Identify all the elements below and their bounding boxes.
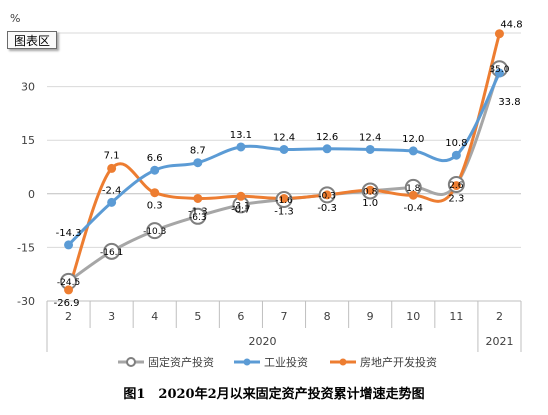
x-tick-label-10: 2 — [496, 310, 503, 323]
series-1-label-9: 10.8 — [445, 138, 467, 149]
x-tick-label-7: 9 — [367, 310, 374, 323]
series-1-point-9 — [451, 150, 461, 160]
series-1-point-0 — [64, 240, 74, 250]
series-0-label-8: 1.8 — [406, 184, 421, 194]
x-group-label-2021: 2021 — [485, 335, 513, 348]
series-2-label-5: -1.3 — [274, 206, 294, 217]
series-2-label-8: -0.4 — [404, 203, 424, 214]
series-2-label-6: -0.3 — [317, 203, 337, 214]
x-tick-label-5: 7 — [281, 310, 288, 323]
series-2-point-10 — [494, 29, 504, 39]
series-0-label-3: -6.3 — [189, 213, 207, 223]
y-tick-label-1: -15 — [17, 241, 35, 254]
x-tick-label-0: 2 — [65, 310, 72, 323]
x-tick-label-2: 4 — [151, 310, 158, 323]
series-2-label-10: 44.8 — [500, 20, 522, 31]
series-line-2 — [67, 33, 501, 291]
series-2-label-2: 0.3 — [147, 201, 163, 212]
series-1-label-6: 12.6 — [316, 132, 338, 143]
series-1-label-7: 12.4 — [359, 132, 381, 143]
series-1-label-5: 12.4 — [273, 132, 295, 143]
x-tick-label-4: 6 — [237, 310, 244, 323]
x-tick-label-3: 5 — [194, 310, 201, 323]
series-0-label-5: -1.6 — [275, 196, 293, 206]
series-1-point-4 — [236, 142, 246, 152]
y-axis-unit: % — [10, 12, 20, 25]
legend-label-1: 工业投资 — [264, 355, 308, 369]
series-0-label-0: -24.5 — [57, 278, 80, 288]
series-0-point-1 — [103, 242, 121, 260]
series-2-label-4: -0.7 — [231, 204, 251, 215]
legend-marker-0 — [126, 357, 136, 367]
series-2-point-8 — [408, 190, 418, 200]
x-tick-label-1: 3 — [108, 310, 115, 323]
series-1-point-3 — [193, 158, 203, 168]
series-0-label-9: 2.6 — [449, 181, 464, 191]
series-2-label-9: 2.3 — [448, 194, 464, 205]
x-tick-label-8: 10 — [406, 310, 420, 323]
series-1-point-7 — [365, 144, 375, 154]
legend-label-0: 固定资产投资 — [148, 355, 214, 369]
series-1-point-10 — [494, 68, 504, 78]
series-2-point-1 — [107, 163, 117, 173]
series-1-point-5 — [279, 144, 289, 154]
series-1-label-3: 8.7 — [190, 146, 206, 157]
series-1-label-2: 6.6 — [147, 153, 163, 164]
series-0-label-2: -10.3 — [143, 227, 166, 237]
y-tick-label-0: -30 — [17, 295, 35, 308]
series-line-1 — [67, 72, 501, 246]
series-2-point-5 — [279, 193, 289, 203]
y-tick-label-3: 15 — [21, 134, 35, 147]
series-0-point-3 — [189, 207, 207, 225]
x-group-label-2020: 2020 — [248, 335, 276, 348]
series-0-label-10: 35.0 — [489, 65, 509, 75]
series-2-point-7 — [365, 185, 375, 195]
y-tick-label-4: 30 — [21, 81, 35, 94]
series-1-label-0: -14.3 — [56, 228, 82, 239]
series-0-label-4: -3.1 — [232, 201, 250, 211]
series-1-label-4: 13.1 — [230, 130, 252, 141]
series-0-label-6: -0.3 — [318, 191, 336, 201]
series-1-point-8 — [408, 146, 418, 156]
series-1-label-8: 12.0 — [402, 134, 424, 145]
series-0-point-2 — [146, 222, 164, 240]
x-tick-label-9: 11 — [449, 310, 463, 323]
series-1-point-1 — [107, 197, 117, 207]
series-2-point-3 — [193, 193, 203, 203]
series-2-point-9 — [451, 181, 461, 191]
legend-marker-1 — [243, 358, 251, 366]
legend-label-2: 房地产开发投资 — [360, 355, 437, 369]
series-1-label-10: 33.8 — [498, 97, 520, 108]
series-line-0 — [67, 68, 501, 283]
series-1-point-6 — [322, 144, 332, 154]
series-2-label-1: 7.1 — [104, 150, 120, 161]
series-0-label-1: -16.1 — [100, 248, 123, 258]
series-2-point-0 — [64, 285, 74, 295]
chart-caption: 图1 2020年2月以来固定资产投资累计增速走势图 — [123, 387, 425, 402]
series-2-label-0: -26.9 — [54, 298, 80, 309]
series-2-point-4 — [236, 191, 246, 201]
series-2-label-7: 1.0 — [362, 198, 378, 209]
series-2-point-2 — [150, 188, 160, 198]
series-2-label-3: -1.3 — [188, 206, 208, 217]
series-1-point-2 — [150, 165, 160, 175]
legend-marker-2 — [339, 358, 347, 366]
x-tick-label-6: 8 — [324, 310, 331, 323]
y-tick-label-2: 0 — [28, 188, 35, 201]
series-1-label-1: -2.4 — [102, 185, 122, 196]
series-2-point-6 — [322, 190, 332, 200]
chart-area-label: 图表区 — [7, 31, 57, 49]
series-0-label-7: 0.8 — [363, 187, 378, 197]
